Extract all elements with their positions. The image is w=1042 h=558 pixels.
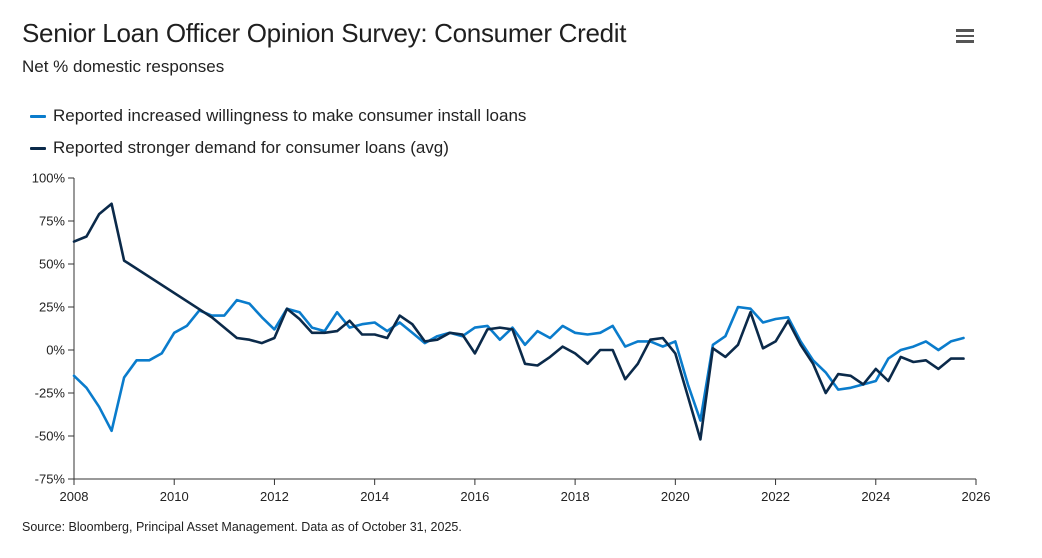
legend-swatch-demand bbox=[30, 146, 46, 150]
legend-swatch-willingness bbox=[30, 114, 46, 118]
x-tick-label: 2016 bbox=[460, 489, 489, 504]
x-tick-label: 2008 bbox=[60, 489, 89, 504]
y-tick-label: -75% bbox=[35, 472, 66, 487]
y-tick-label: -25% bbox=[35, 386, 66, 401]
menu-bar bbox=[956, 40, 974, 43]
line-chart: 100% 75% 50% 25% 0% -25% -50% -75% 2008 2010 2012 2… bbox=[32, 171, 991, 505]
hamburger-menu-icon[interactable] bbox=[952, 24, 978, 48]
x-tick-label: 2026 bbox=[962, 489, 991, 504]
series-line-demand bbox=[72, 202, 965, 441]
legend-label-willingness: Reported increased willingness to make c… bbox=[53, 106, 527, 125]
legend-label-demand: Reported stronger demand for consumer lo… bbox=[53, 138, 449, 157]
menu-bar bbox=[956, 29, 974, 32]
y-tick-label: 75% bbox=[39, 214, 65, 229]
series-line-willingness bbox=[72, 298, 965, 433]
chart-subtitle: Net % domestic responses bbox=[22, 57, 225, 76]
y-tick-label: -50% bbox=[35, 429, 66, 444]
legend-item-demand[interactable]: Reported stronger demand for consumer lo… bbox=[30, 132, 526, 164]
x-tick-label: 2022 bbox=[761, 489, 790, 504]
x-tick-label: 2010 bbox=[160, 489, 189, 504]
y-tick-label: 25% bbox=[39, 300, 65, 315]
legend-item-willingness[interactable]: Reported increased willingness to make c… bbox=[30, 100, 526, 132]
x-tick-label: 2024 bbox=[861, 489, 890, 504]
x-tick-label: 2012 bbox=[260, 489, 289, 504]
x-tick-label: 2014 bbox=[360, 489, 389, 504]
x-tick-label: 2020 bbox=[661, 489, 690, 504]
y-tick-label: 50% bbox=[39, 257, 65, 272]
y-tick-label: 100% bbox=[32, 171, 66, 186]
x-tick-label: 2018 bbox=[561, 489, 590, 504]
menu-bar bbox=[956, 34, 974, 38]
legend: Reported increased willingness to make c… bbox=[30, 100, 526, 164]
chart-title: Senior Loan Officer Opinion Survey: Cons… bbox=[22, 18, 627, 48]
source-note: Source: Bloomberg, Principal Asset Manag… bbox=[22, 520, 462, 534]
y-tick-label: 0% bbox=[46, 343, 65, 358]
